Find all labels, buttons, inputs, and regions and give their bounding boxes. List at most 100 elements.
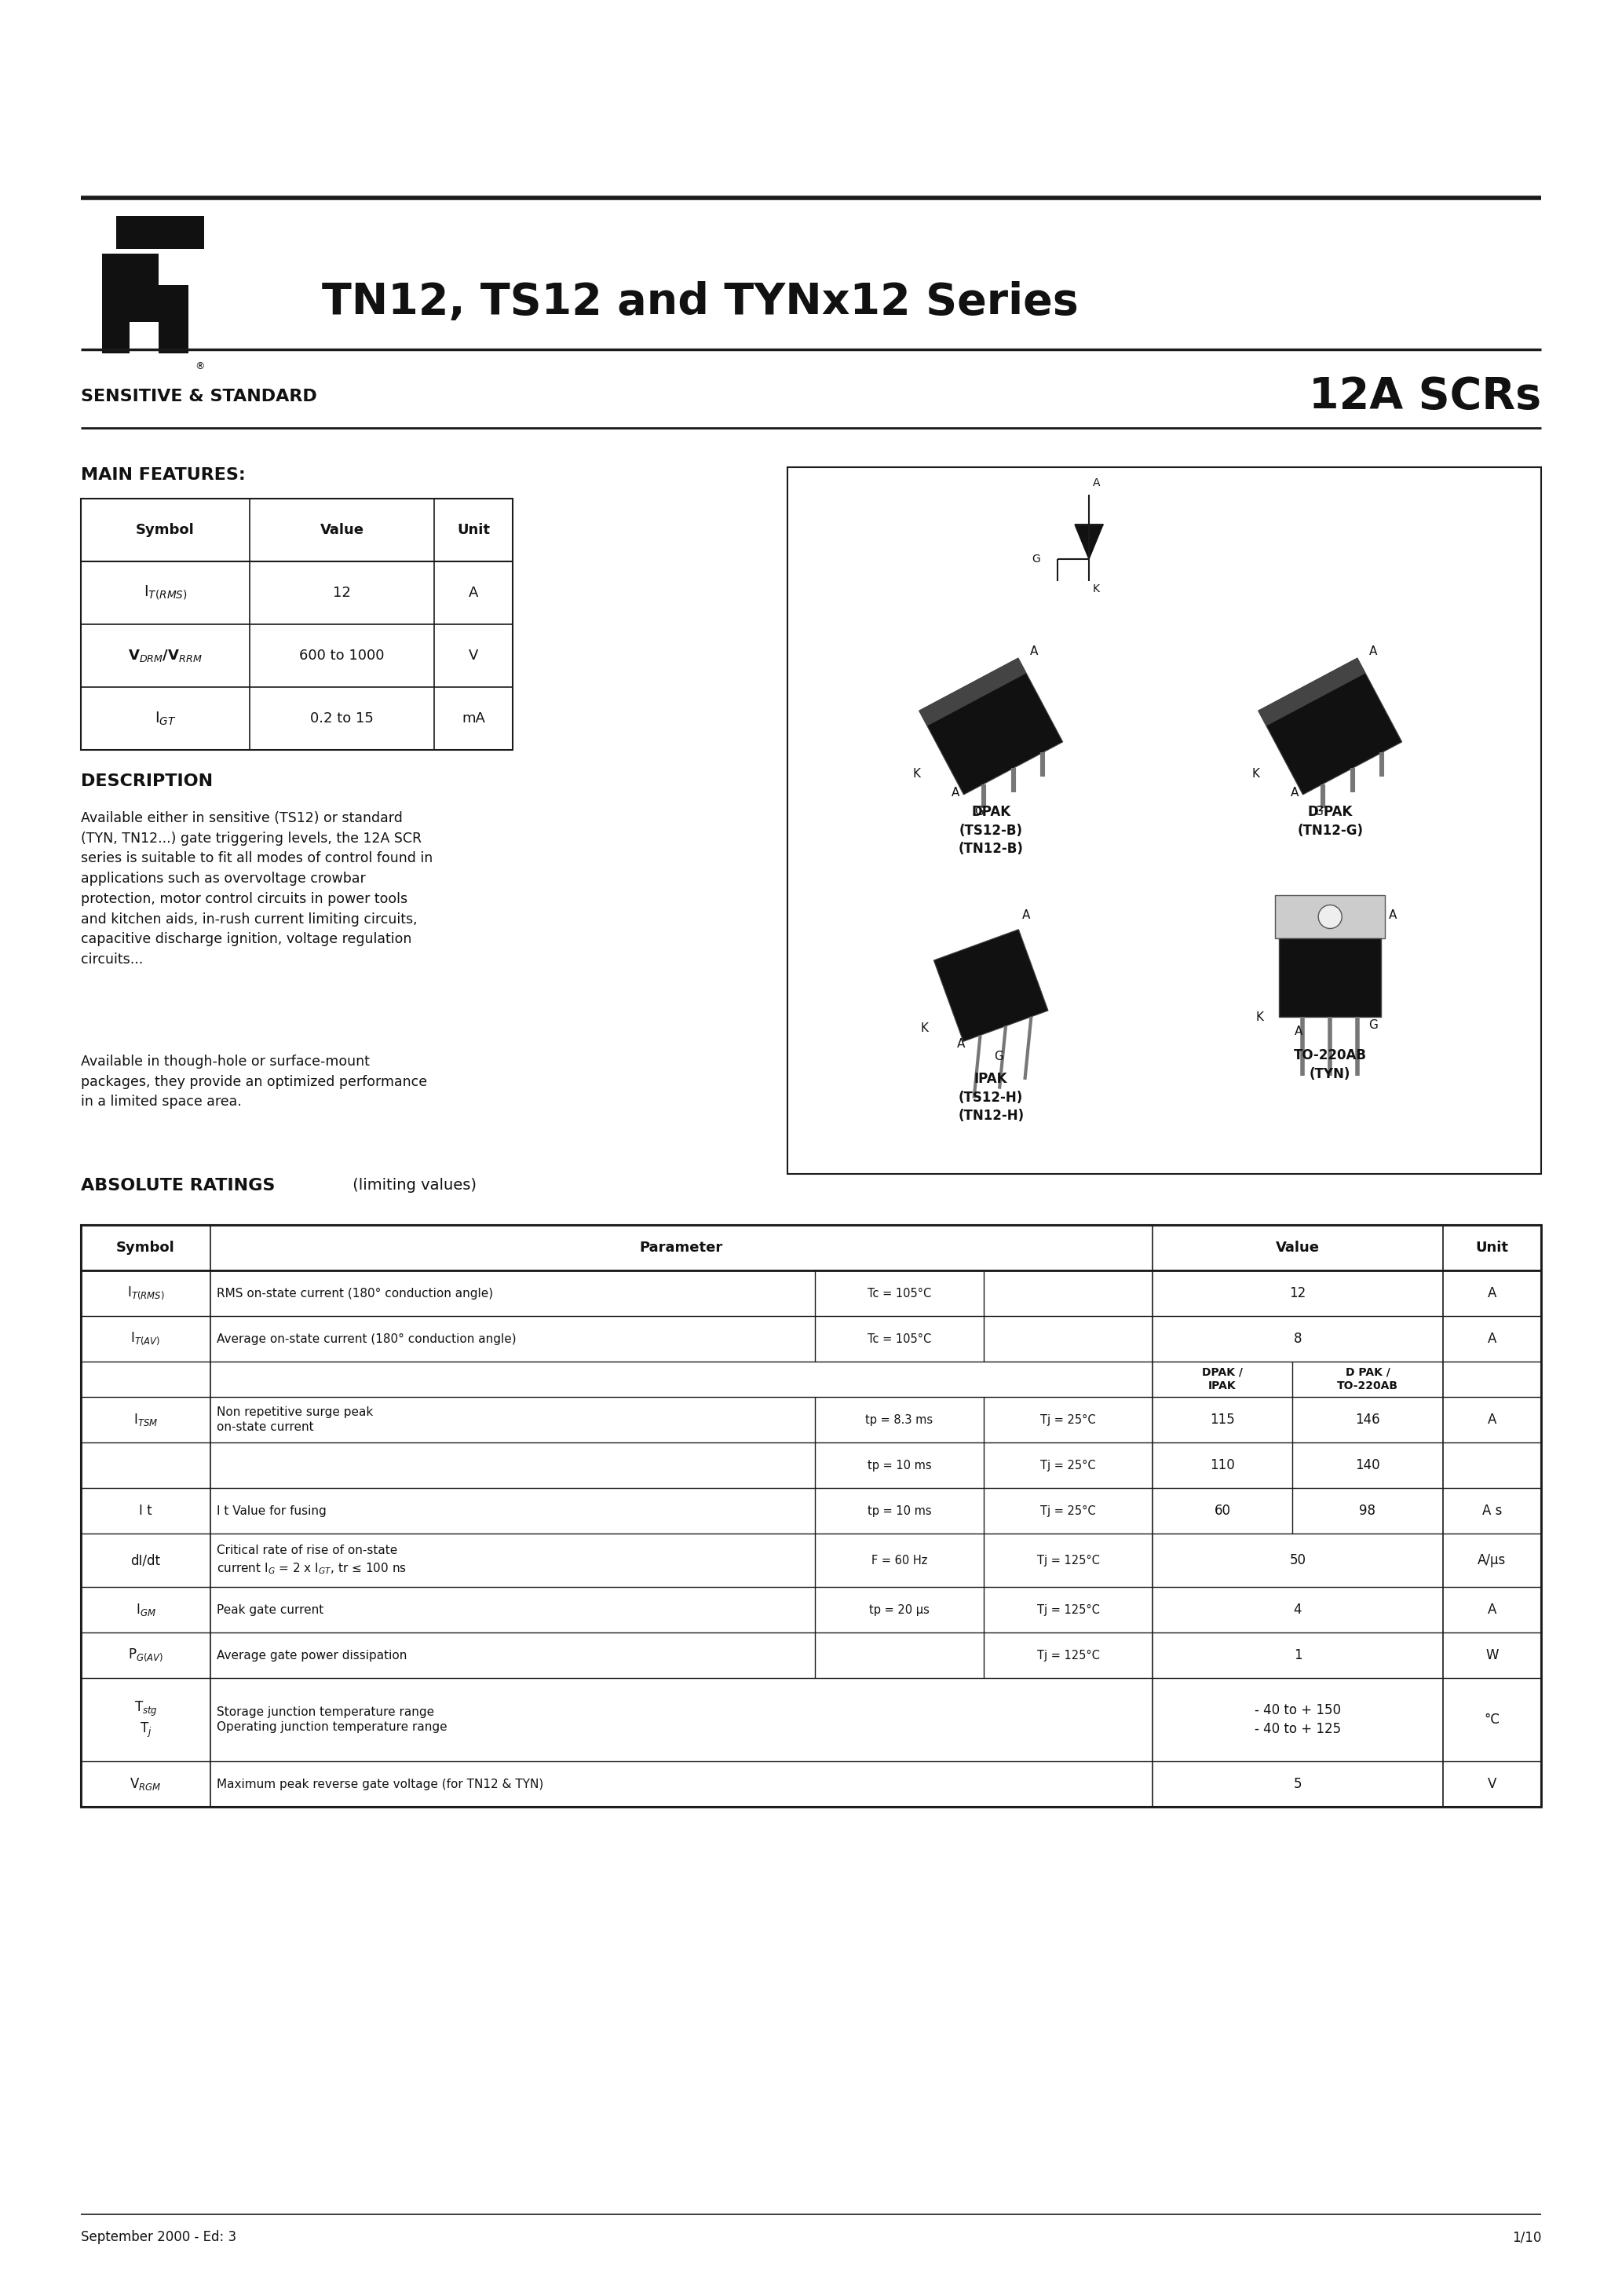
Text: I$_{TSM}$: I$_{TSM}$ [133,1412,157,1428]
Text: A: A [1388,909,1397,921]
Text: Unit: Unit [457,523,490,537]
Text: V$_{DRM}$/V$_{RRM}$: V$_{DRM}$/V$_{RRM}$ [128,647,203,664]
Text: D²PAK
(TN12-G): D²PAK (TN12-G) [1298,806,1362,838]
Text: °C: °C [1484,1713,1500,1727]
Text: Available in though-hole or surface-mount
packages, they provide an optimized pe: Available in though-hole or surface-moun… [81,1054,427,1109]
Polygon shape [934,930,1048,1042]
Circle shape [1319,905,1341,928]
Text: Storage junction temperature range
Operating junction temperature range: Storage junction temperature range Opera… [217,1706,448,1733]
Text: A: A [1487,1332,1497,1345]
Text: 140: 140 [1356,1458,1380,1472]
Text: A: A [1294,1024,1302,1038]
Text: K: K [1093,583,1100,595]
Text: A: A [1030,645,1038,657]
Text: 0.2 to 15: 0.2 to 15 [310,712,373,726]
Bar [1275,895,1385,939]
Text: Peak gate current: Peak gate current [217,1605,324,1616]
Text: I t: I t [139,1504,152,1518]
Text: September 2000 - Ed: 3: September 2000 - Ed: 3 [81,2229,237,2243]
Text: DESCRIPTION: DESCRIPTION [81,774,212,790]
Text: K: K [920,1022,928,1035]
Text: Tj = 125°C: Tj = 125°C [1036,1554,1100,1566]
Text: Tj = 25°C: Tj = 25°C [1040,1414,1096,1426]
Text: TO-220AB
(TYN): TO-220AB (TYN) [1294,1049,1367,1081]
Text: Maximum peak reverse gate voltage (for TN12 & TYN): Maximum peak reverse gate voltage (for T… [217,1777,543,1791]
Text: Unit: Unit [1476,1240,1508,1256]
Text: - 40 to + 150
- 40 to + 125: - 40 to + 150 - 40 to + 125 [1254,1704,1341,1736]
Text: A: A [469,585,478,599]
Text: Critical rate of rise of on-state
current I$_G$ = 2 x I$_{GT}$, tr ≤ 100 ns: Critical rate of rise of on-state curren… [217,1545,407,1575]
Text: A: A [1487,1603,1497,1616]
Polygon shape [920,659,1062,794]
Text: Tc = 105°C: Tc = 105°C [868,1334,931,1345]
Text: (limiting values): (limiting values) [347,1178,477,1192]
Text: Tc = 105°C: Tc = 105°C [868,1288,931,1300]
Text: D PAK /
TO-220AB: D PAK / TO-220AB [1337,1366,1398,1391]
Text: G: G [975,806,985,817]
Text: A: A [1093,478,1100,489]
Text: Parameter: Parameter [639,1240,723,1256]
Text: tp = 10 ms: tp = 10 ms [868,1504,931,1518]
Bar [81,1226,1541,1807]
Text: tp = 10 ms: tp = 10 ms [868,1460,931,1472]
Text: Symbol: Symbol [136,523,195,537]
Text: 600 to 1000: 600 to 1000 [300,647,384,664]
Text: DPAK
(TS12-B)
(TN12-B): DPAK (TS12-B) (TN12-B) [959,806,1023,856]
Text: A: A [1022,909,1030,921]
Text: K: K [1252,767,1259,778]
Text: I$_{GM}$: I$_{GM}$ [136,1603,156,1619]
Text: dI/dt: dI/dt [131,1552,161,1568]
Text: 12: 12 [333,585,350,599]
Text: A: A [957,1038,965,1049]
Text: 115: 115 [1210,1412,1234,1426]
Text: ABSOLUTE RATINGS: ABSOLUTE RATINGS [81,1178,276,1194]
Text: MAIN FEATURES:: MAIN FEATURES: [81,466,245,482]
Text: Non repetitive surge peak
on-state current: Non repetitive surge peak on-state curre… [217,1405,373,1433]
Text: 12: 12 [1289,1286,1306,1300]
Polygon shape [117,216,204,248]
Text: Average gate power dissipation: Average gate power dissipation [217,1649,407,1660]
Text: 12A SCRs: 12A SCRs [1309,374,1541,418]
Text: F = 60 Hz: F = 60 Hz [871,1554,928,1566]
Text: DPAK /
IPAK: DPAK / IPAK [1202,1366,1242,1391]
Text: A: A [1291,788,1299,799]
Text: 98: 98 [1359,1504,1375,1518]
Text: K: K [913,767,920,778]
Text: A: A [1487,1286,1497,1300]
Text: Average on-state current (180° conduction angle): Average on-state current (180° conductio… [217,1334,516,1345]
Text: I$_{GT}$: I$_{GT}$ [154,709,177,728]
Text: A: A [952,788,960,799]
Bar [81,1226,1541,1807]
Text: IPAK
(TS12-H)
(TN12-H): IPAK (TS12-H) (TN12-H) [959,1072,1023,1123]
Text: 1/10: 1/10 [1512,2229,1541,2243]
Text: Available either in sensitive (TS12) or standard
(TYN, TN12...) gate triggering : Available either in sensitive (TS12) or … [81,810,433,967]
Polygon shape [102,253,188,354]
Text: P$_{G(AV)}$: P$_{G(AV)}$ [128,1646,164,1662]
Bar [1280,939,1382,1017]
Text: I$_{T(RMS)}$: I$_{T(RMS)}$ [143,583,187,602]
Text: V: V [469,647,478,664]
Polygon shape [1259,659,1401,794]
Bar [81,498,513,751]
Text: A: A [1487,1412,1497,1426]
Text: Tj = 25°C: Tj = 25°C [1040,1460,1096,1472]
Text: Tj = 125°C: Tj = 125°C [1036,1649,1100,1660]
Text: W: W [1486,1649,1499,1662]
Text: I t Value for fusing: I t Value for fusing [217,1504,326,1518]
Text: G: G [994,1049,1004,1063]
Text: G: G [1314,806,1324,817]
Bar [787,466,1541,1173]
Text: Value: Value [1277,1240,1320,1256]
Polygon shape [920,659,1027,726]
Text: TN12, TS12 and TYNx12 Series: TN12, TS12 and TYNx12 Series [321,280,1079,324]
Text: ®: ® [195,360,204,372]
Text: SENSITIVE & STANDARD: SENSITIVE & STANDARD [81,388,316,404]
Text: I$_{T(AV)}$: I$_{T(AV)}$ [131,1332,161,1348]
Text: A s: A s [1483,1504,1502,1518]
Text: tp = 20 μs: tp = 20 μs [869,1605,929,1616]
Text: 5: 5 [1294,1777,1302,1791]
Text: A: A [1369,645,1377,657]
Text: 60: 60 [1215,1504,1231,1518]
Text: 146: 146 [1356,1412,1380,1426]
Text: 1: 1 [1294,1649,1302,1662]
